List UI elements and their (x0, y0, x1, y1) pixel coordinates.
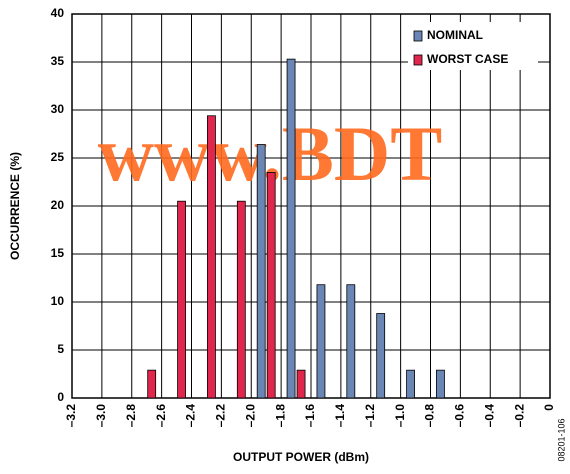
y-tick-label: 20 (51, 198, 65, 212)
bar (316, 284, 326, 399)
bar (436, 369, 445, 399)
y-tick-label: 0 (57, 390, 64, 404)
x-tick-label: 0 (542, 404, 556, 411)
bar (296, 369, 306, 399)
x-tick-label: –1.4 (333, 404, 347, 428)
y-tick-label: 25 (51, 150, 65, 164)
legend-label: NOMINAL (427, 28, 483, 42)
plot-frame (71, 13, 551, 399)
bar (207, 115, 216, 399)
y-axis-label: OCCURRENCE (%) (8, 152, 22, 260)
y-tick-label: 40 (51, 6, 65, 20)
bar (177, 200, 186, 399)
x-tick-label: –0.8 (423, 404, 437, 428)
x-tick-label: –1.8 (273, 404, 287, 428)
legend-swatch (413, 30, 423, 42)
bar (147, 369, 157, 399)
x-tick-label: –3.0 (94, 404, 108, 428)
y-tick-label: 15 (51, 246, 65, 260)
bar (406, 369, 415, 399)
bar (346, 284, 356, 399)
bar (376, 313, 386, 399)
x-axis-label: OUTPUT POWER (dBm) (233, 450, 369, 464)
x-tick-label: –3.2 (64, 404, 78, 428)
y-tick-label: 30 (51, 102, 65, 116)
bar (236, 200, 246, 399)
x-tick-label: –0.6 (453, 404, 467, 428)
x-tick-label: –1.6 (303, 404, 317, 428)
y-tick-label: 10 (51, 294, 65, 308)
x-tick-label: –0.2 (512, 404, 526, 428)
bar (286, 58, 296, 399)
x-tick-label: –0.4 (482, 404, 496, 428)
x-tick-label: –2.8 (124, 404, 138, 428)
x-tick-label: –2.4 (184, 404, 198, 428)
bar (256, 144, 266, 399)
bar (266, 171, 276, 399)
legend-swatch (413, 54, 423, 66)
figure-id: 08201-106 (556, 418, 566, 461)
y-tick-label: 35 (51, 54, 65, 68)
legend-label: WORST CASE (427, 52, 508, 66)
x-tick-label: –1.2 (363, 404, 377, 428)
x-tick-label: –2.2 (214, 404, 228, 428)
x-tick-label: –2.0 (243, 404, 257, 428)
legend-box (408, 22, 538, 70)
y-tick-label: 5 (57, 342, 64, 356)
x-tick-label: –1.0 (393, 404, 407, 428)
x-tick-label: –2.6 (154, 404, 168, 428)
